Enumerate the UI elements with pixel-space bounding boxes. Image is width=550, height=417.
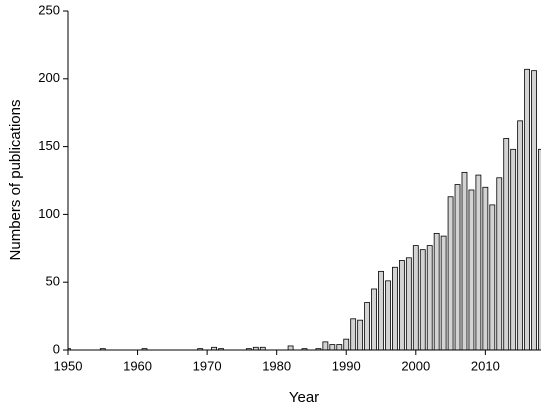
bar: [475, 174, 482, 351]
bar: [378, 270, 384, 351]
bar: [336, 344, 343, 351]
bar: [392, 266, 398, 351]
bar: [405, 257, 412, 351]
bar: [468, 189, 475, 351]
bar: [531, 70, 537, 351]
bar: [447, 196, 454, 351]
y-axis-title: Numbers of publications: [7, 100, 24, 261]
bar: [440, 235, 447, 351]
y-tick-label: 200: [38, 70, 60, 85]
bar: [343, 338, 350, 351]
bar: [419, 249, 426, 351]
bar: [68, 348, 71, 351]
y-tick-label: 0: [53, 341, 60, 356]
bar: [517, 120, 524, 351]
y-tick-label: 50: [46, 274, 60, 289]
x-axis-title: Year: [289, 389, 319, 406]
bar: [489, 204, 496, 351]
bars: [68, 68, 541, 351]
bar: [426, 245, 433, 351]
bar: [398, 260, 405, 351]
bar: [524, 68, 530, 351]
bar: [371, 288, 377, 351]
bar: [496, 177, 503, 351]
bar: [503, 138, 510, 351]
x-tick-label: 1970: [193, 358, 222, 373]
bar: [454, 184, 461, 351]
x-tick-label: 2000: [401, 358, 430, 373]
bar: [350, 318, 357, 351]
bar: [322, 341, 329, 351]
bar: [482, 186, 489, 351]
bar: [385, 280, 391, 351]
bar: [510, 148, 517, 351]
bar: [287, 345, 294, 351]
bar: [329, 344, 336, 351]
bar: [412, 245, 419, 351]
x-tick-label: 2010: [471, 358, 500, 373]
x-tick-label: 1990: [332, 358, 361, 373]
y-tick-label: 150: [38, 138, 60, 153]
bar: [461, 171, 468, 351]
bar: [433, 232, 440, 351]
bar: [538, 148, 541, 351]
y-tick-label: 250: [38, 2, 60, 17]
bar: [357, 319, 364, 351]
x-tick-label: 1950: [54, 358, 83, 373]
x-tick-label: 1960: [123, 358, 152, 373]
x-tick-label: 1980: [262, 358, 291, 373]
y-tick-label: 100: [38, 206, 60, 221]
bar: [364, 302, 371, 351]
